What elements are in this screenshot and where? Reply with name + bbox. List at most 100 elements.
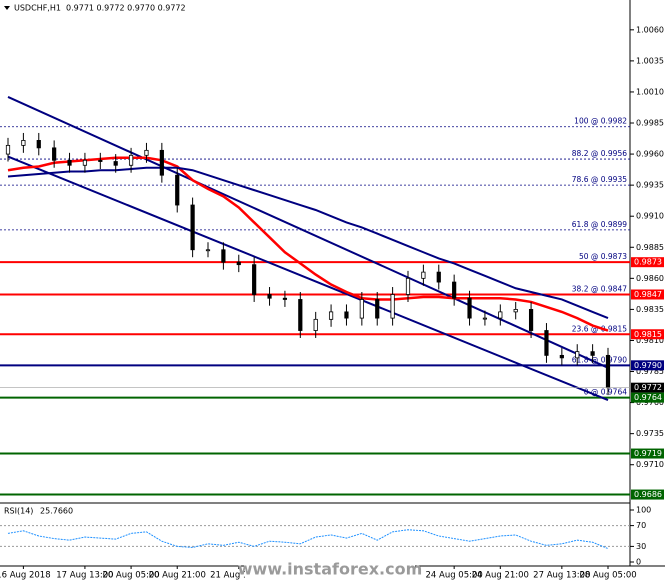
candle-body [36, 140, 41, 149]
level-label: 0.9790 [634, 361, 662, 370]
x-tick-label: 16 Aug 2018 [0, 571, 51, 581]
ohlc: 0.9771 0.9772 0.9770 0.9772 [66, 4, 186, 13]
fib-label: 0 @ 0.9764 [584, 388, 628, 397]
y-tick-label: 0.9785 [636, 367, 664, 376]
y-tick-label: 30 [636, 542, 646, 551]
y-tick-label: 0.9860 [636, 274, 664, 283]
candle-body [267, 294, 272, 299]
candle-body [605, 354, 611, 389]
candle-body [113, 161, 118, 166]
candle-body [236, 261, 241, 266]
candle-body [405, 277, 411, 295]
y-tick-label: 0.9810 [636, 336, 664, 345]
fib-label: 100 @ 0.9982 [574, 117, 627, 126]
candle-body [298, 299, 303, 331]
candle-body [528, 309, 534, 331]
y-tick-label: 0.9935 [636, 181, 664, 190]
symbol: USDCHF,H1 [14, 4, 61, 13]
candle-body [590, 351, 595, 356]
current-price-label: 0.9772 [634, 383, 662, 392]
candle-body [513, 309, 518, 313]
x-tick-label: 21 Aug 13:00 [210, 571, 267, 581]
candle-body [282, 297, 288, 300]
level-box [631, 329, 664, 340]
candle-body [190, 204, 195, 251]
level-box [631, 392, 664, 403]
x-tick-label: 24 Aug 05:00 [425, 571, 482, 581]
y-tick-label: 0.9910 [636, 212, 664, 221]
candle-body [544, 330, 549, 356]
level-box [631, 360, 664, 371]
level-label: 0.9686 [634, 490, 662, 499]
x-tick-label: 27 Aug 13:00 [533, 571, 590, 581]
candle-body [452, 281, 457, 299]
x-tick-label: 20 Aug 21:00 [149, 571, 206, 581]
y-tick-label: 70 [636, 521, 646, 530]
watermark: www.instaforex.com [238, 560, 422, 579]
y-tick-label: 0.9960 [636, 150, 664, 159]
candle-body [344, 311, 349, 319]
candle-body [559, 354, 564, 359]
y-tick-label: 0 [636, 558, 641, 567]
y-tick-label: 0.9835 [636, 305, 664, 314]
x-tick-label: 24 Aug 21:00 [472, 571, 529, 581]
y-tick-label: 0.9735 [636, 429, 664, 438]
y-tick-label: 100 [636, 506, 651, 515]
candle-body [390, 294, 395, 319]
level-label: 0.9815 [634, 330, 662, 339]
candle-body [498, 311, 503, 319]
candle-body [175, 174, 180, 206]
candle-body [144, 149, 149, 156]
current-price-box [631, 382, 664, 393]
candle-body [52, 147, 57, 161]
trend-line [7, 155, 609, 402]
level-box [631, 257, 664, 268]
y-tick-label: 0.9710 [636, 460, 664, 469]
candle-body [421, 271, 426, 279]
level-label: 0.9847 [634, 290, 662, 299]
fib-label: 38.2 @ 0.9847 [572, 284, 627, 293]
candle-body [575, 351, 580, 359]
candle-body [5, 144, 11, 155]
candle-body [313, 318, 318, 331]
fib-label: 88.2 @ 0.9956 [572, 149, 627, 158]
candle-body [436, 271, 441, 283]
candle-body [82, 159, 88, 166]
candle-body [205, 249, 211, 252]
level-box [631, 489, 664, 500]
watermark-box [245, 557, 415, 582]
x-tick-label: 20 Aug 05:00 [102, 571, 159, 581]
x-tick-label: 17 Aug 13:00 [56, 571, 113, 581]
menu-arrow[interactable] [4, 6, 10, 10]
candle-body [221, 249, 226, 263]
level-label: 0.9719 [634, 449, 662, 458]
candle-body [67, 159, 72, 166]
y-tick-label: 1.0060 [636, 25, 664, 34]
fib-label: 61.8 @ 0.9899 [572, 220, 627, 229]
level-box [631, 289, 664, 300]
candle-body [359, 299, 364, 319]
candle-body [482, 317, 488, 320]
rsi-line [7, 529, 609, 550]
trend-line [7, 96, 609, 369]
rsi-title: RSI(14) [4, 507, 33, 516]
candle-body [98, 159, 103, 162]
moving-average [7, 156, 609, 332]
candle-body [252, 264, 257, 295]
y-tick-label: 1.0035 [636, 56, 664, 65]
fib-label: 50 @ 0.9873 [579, 252, 627, 261]
x-tick-label: 28 Aug 05:00 [579, 571, 636, 581]
y-tick-label: 0.9885 [636, 243, 664, 252]
candle-body [21, 140, 26, 146]
candle-body [128, 154, 134, 166]
y-tick-label: 0.9985 [636, 119, 664, 128]
level-label: 0.9764 [634, 393, 662, 402]
rsi-value: 25.7660 [40, 507, 73, 516]
fib-label: 78.6 @ 0.9935 [572, 175, 627, 184]
candle-body [375, 299, 380, 319]
moving-average [7, 166, 609, 320]
level-box [631, 448, 664, 459]
y-tick-label: 1.0010 [636, 87, 664, 96]
